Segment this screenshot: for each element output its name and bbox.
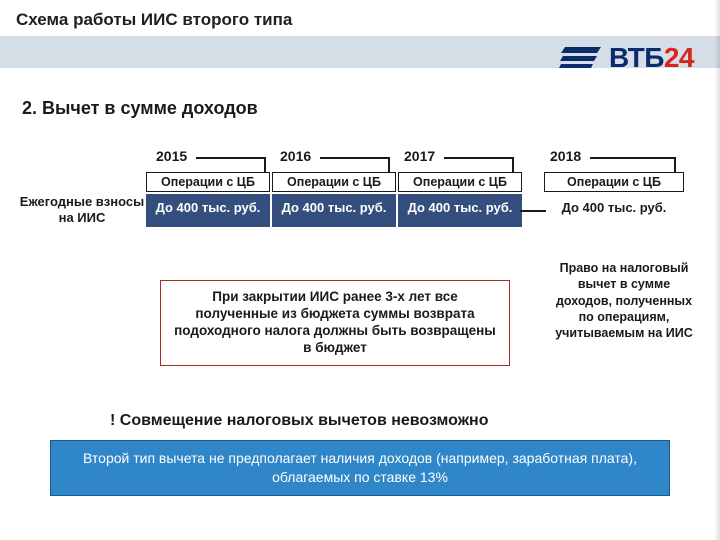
year-cell: 2015 bbox=[146, 146, 270, 172]
connector bbox=[522, 194, 544, 227]
operations-row: Операции с ЦБ Операции с ЦБ Операции с Ц… bbox=[18, 172, 702, 192]
row-label: Ежегодные взносы на ИИС bbox=[18, 194, 146, 227]
years-row: 2015 2016 2017 2018 bbox=[18, 146, 702, 172]
spacer bbox=[18, 172, 146, 192]
contribution-cell: До 400 тыс. руб. bbox=[146, 194, 270, 227]
year-label: 2017 bbox=[404, 148, 435, 164]
decorative-shadow bbox=[714, 0, 720, 540]
page-title: Схема работы ИИС второго типа bbox=[0, 0, 720, 36]
operations-cell: Операции с ЦБ bbox=[544, 172, 684, 192]
year-label: 2016 bbox=[280, 148, 311, 164]
year-label: 2018 bbox=[550, 148, 581, 164]
brand-accent: 24 bbox=[664, 42, 694, 73]
brand-text: ВТБ24 bbox=[609, 42, 694, 74]
year-cell: 2018 bbox=[540, 146, 680, 172]
year-cell: 2016 bbox=[270, 146, 394, 172]
brand-logo: ВТБ24 bbox=[559, 42, 694, 74]
contribution-cell: До 400 тыс. руб. bbox=[272, 194, 396, 227]
contribution-last-cell: До 400 тыс. руб. bbox=[544, 194, 684, 227]
early-close-warning: При закрытии ИИС ранее 3-х лет все получ… bbox=[160, 280, 510, 366]
footer-exclaim: ! Совмещение налоговых вычетов невозможн… bbox=[110, 412, 489, 430]
brand-main: ВТБ bbox=[609, 42, 664, 73]
right-note: Право на налоговый вычет в сумме доходов… bbox=[546, 254, 702, 347]
wing-icon bbox=[559, 43, 603, 73]
operations-cell: Операции с ЦБ bbox=[146, 172, 270, 192]
year-cell: 2017 bbox=[394, 146, 518, 172]
section-heading: 2. Вычет в сумме доходов bbox=[0, 68, 720, 119]
footer-blue-note: Второй тип вычета не предполагает наличи… bbox=[50, 440, 670, 496]
contribution-row: Ежегодные взносы на ИИС До 400 тыс. руб.… bbox=[18, 194, 702, 227]
spacer bbox=[18, 146, 146, 172]
diagram: 2015 2016 2017 2018 Операции с ЦБ Операц… bbox=[18, 146, 702, 227]
year-label: 2015 bbox=[156, 148, 187, 164]
operations-cell: Операции с ЦБ bbox=[398, 172, 522, 192]
operations-cell: Операции с ЦБ bbox=[272, 172, 396, 192]
contribution-cell: До 400 тыс. руб. bbox=[398, 194, 522, 227]
